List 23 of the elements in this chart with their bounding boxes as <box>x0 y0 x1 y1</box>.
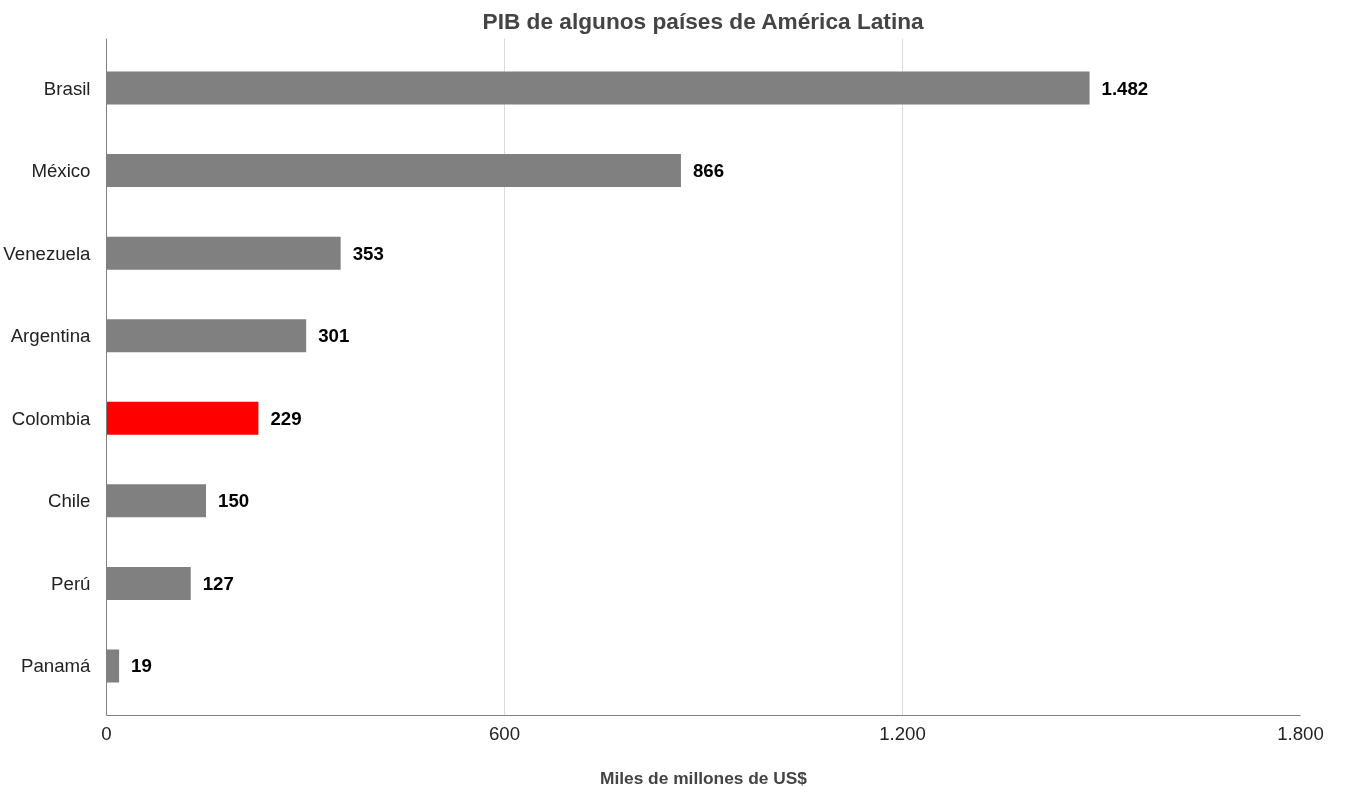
chart-title: PIB de algunos países de América Latina <box>482 7 925 34</box>
x-tick-label: 1.800 <box>1277 722 1324 744</box>
data-label: 19 <box>131 655 152 677</box>
y-tick-label: Chile <box>47 490 91 512</box>
y-tick-label: Panamá <box>21 655 92 677</box>
x-tick-label: 1.200 <box>879 722 926 744</box>
data-label: 353 <box>352 242 384 264</box>
x-tick-label: 0 <box>101 722 112 744</box>
data-label: 150 <box>218 490 250 512</box>
data-label: 866 <box>692 160 725 182</box>
y-tick-label: Venezuela <box>3 242 92 264</box>
data-label: 127 <box>202 572 234 594</box>
x-axis-title: Miles de millones de US$ <box>599 767 808 788</box>
y-tick-label: Perú <box>51 572 91 594</box>
data-label: 229 <box>270 407 302 429</box>
y-tick-label: Argentina <box>10 325 92 347</box>
bar <box>106 401 259 435</box>
x-tick-label: 600 <box>488 722 521 744</box>
y-tick-label: México <box>31 160 91 182</box>
y-tick-label: Colombia <box>11 407 92 429</box>
data-label: 1.482 <box>1101 77 1149 99</box>
y-tick-label: Brasil <box>43 77 91 99</box>
data-label: 301 <box>318 325 350 347</box>
